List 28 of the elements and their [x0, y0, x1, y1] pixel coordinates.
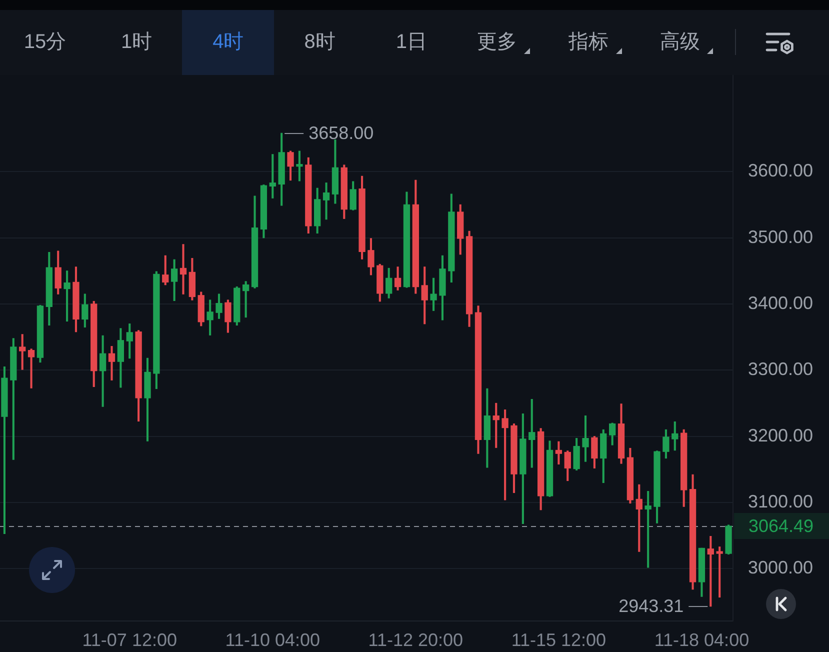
x-tick-label: 11-15 12:00	[511, 630, 606, 650]
tab-label: 15分	[24, 31, 66, 53]
y-tick-label: 3100.00	[748, 492, 814, 512]
tab-label: 高级	[660, 31, 700, 53]
tab-label: 更多	[477, 31, 517, 53]
annotation: 2943.31	[618, 596, 684, 616]
y-tick-label: 3500.00	[748, 226, 814, 247]
ref-line-label: 3064.49	[748, 516, 814, 536]
y-tick-label: 3000.00	[748, 558, 814, 578]
candlestick	[180, 244, 187, 294]
y-tick-label: 3200.00	[748, 425, 814, 446]
y-tick-label: 3300.00	[748, 359, 814, 380]
x-tick-label: 11-10 04:00	[225, 630, 320, 650]
tab-label: 1时	[121, 31, 152, 53]
y-tick-label: 3400.00	[748, 292, 814, 313]
x-tick-label: 11-07 12:00	[82, 630, 177, 650]
x-tick-label: 11-12 20:00	[368, 630, 464, 650]
candlestick	[108, 346, 116, 380]
candlestick	[716, 546, 723, 598]
tab-label: 1日	[396, 31, 427, 53]
tab-label: 8时	[304, 31, 336, 53]
candlestick	[644, 490, 652, 568]
x-tick-label: 11-18 04:00	[654, 630, 750, 650]
candlestick	[322, 182, 330, 220]
tab-label: 指标	[568, 31, 609, 53]
tab: 4时	[182, 10, 274, 75]
y-tick-label: 3600.00	[748, 160, 814, 181]
annotation: 3658.00	[308, 123, 374, 144]
